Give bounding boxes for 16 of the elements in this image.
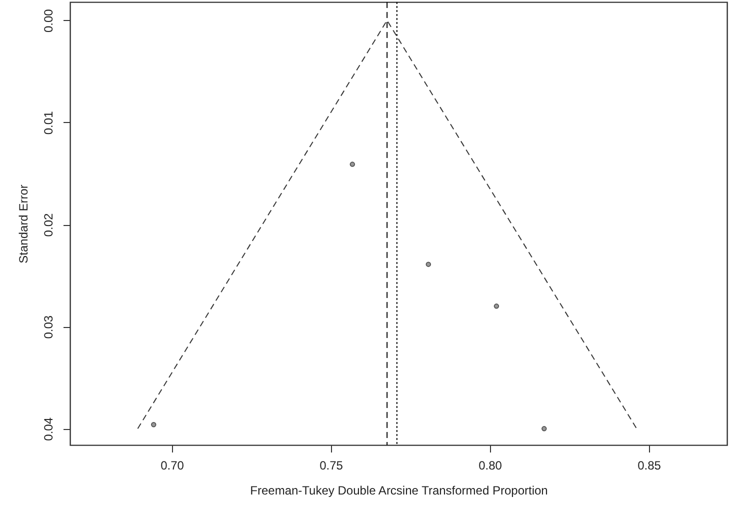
x-tick-label: 0.75 <box>320 458 344 472</box>
y-tick-label: 0.03 <box>42 315 56 339</box>
y-tick-label: 0.04 <box>42 417 56 441</box>
x-tick-label: 0.70 <box>160 458 184 472</box>
x-axis-title: Freeman-Tukey Double Arcsine Transformed Proportion <box>250 484 548 498</box>
point <box>494 304 500 309</box>
y-tick-label: 0.00 <box>42 8 56 33</box>
point <box>542 426 547 432</box>
point <box>350 162 356 167</box>
x-tick-label: 0.85 <box>638 458 662 472</box>
x-tick-label: 0.80 <box>478 458 502 472</box>
point <box>151 422 156 428</box>
y-axis-title: Standard Error <box>16 184 30 264</box>
y-tick-label: 0.02 <box>42 213 56 237</box>
y-tick-label: 0.01 <box>42 110 56 135</box>
point <box>426 262 432 267</box>
